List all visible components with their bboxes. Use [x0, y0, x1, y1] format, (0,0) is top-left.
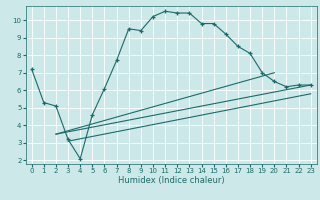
X-axis label: Humidex (Indice chaleur): Humidex (Indice chaleur)	[118, 176, 225, 185]
